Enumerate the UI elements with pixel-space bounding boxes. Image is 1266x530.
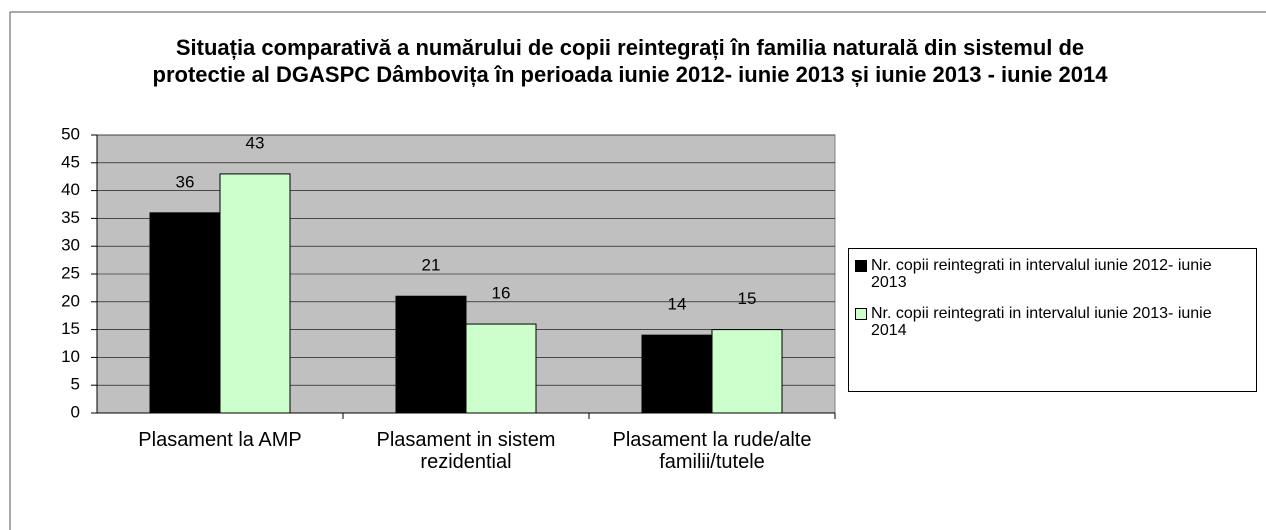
legend-label: Nr. copii reintegrati in intervalul iuni…: [871, 305, 1212, 339]
value-label: 21: [422, 256, 441, 275]
y-tick-label: 35: [61, 208, 80, 227]
y-tick-label: 45: [61, 152, 80, 171]
y-tick-label: 25: [61, 263, 80, 282]
x-tick-label: Plasament la rude/alte familii/tutele: [612, 429, 812, 473]
bar: [465, 323, 537, 414]
value-label: 43: [246, 133, 265, 152]
x-tick-label: Plasament in sistem rezidential: [376, 429, 556, 473]
bar: [219, 173, 291, 414]
value-label: 16: [492, 284, 511, 303]
y-tick-label: 0: [71, 402, 80, 421]
y-tick-label: 10: [61, 347, 80, 366]
bar: [395, 295, 467, 414]
bar: [149, 212, 221, 414]
chart-title: Situația comparativă a numărului de copi…: [152, 35, 1108, 87]
legend-label: Nr. copii reintegrati in intervalul iuni…: [871, 257, 1212, 291]
y-tick-label: 5: [71, 375, 80, 394]
legend-swatch: [855, 260, 867, 272]
legend-item: Nr. copii reintegrati in intervalul iuni…: [855, 257, 1250, 291]
x-tick-label: Plasament la AMP: [138, 429, 302, 451]
y-tick-label: 30: [61, 236, 80, 255]
bar: [641, 334, 713, 414]
value-label: 15: [738, 289, 757, 308]
value-label: 36: [176, 172, 195, 191]
y-tick-label: 50: [61, 124, 80, 143]
legend-swatch: [855, 308, 867, 320]
y-tick-label: 20: [61, 291, 80, 310]
bar: [711, 329, 783, 414]
legend: Nr. copii reintegrati in intervalul iuni…: [848, 248, 1257, 392]
y-tick-label: 40: [61, 180, 80, 199]
legend-item: Nr. copii reintegrati in intervalul iuni…: [855, 305, 1250, 339]
y-tick-label: 15: [61, 319, 80, 338]
value-label: 14: [668, 295, 687, 314]
